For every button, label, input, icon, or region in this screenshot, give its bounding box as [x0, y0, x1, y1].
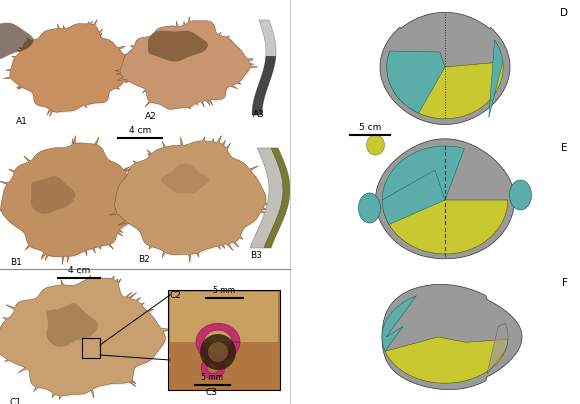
Polygon shape: [382, 284, 522, 389]
Bar: [170, 292, 278, 342]
Text: F: F: [562, 278, 568, 288]
Text: B3: B3: [250, 251, 262, 260]
Text: B1: B1: [10, 258, 22, 267]
Polygon shape: [387, 51, 503, 119]
Polygon shape: [0, 277, 172, 401]
Polygon shape: [196, 323, 240, 361]
Text: E: E: [561, 143, 568, 153]
Text: C3: C3: [205, 388, 217, 397]
Polygon shape: [0, 23, 34, 60]
Text: D: D: [560, 8, 568, 18]
Text: A1: A1: [16, 117, 28, 126]
Text: 5 mm: 5 mm: [201, 373, 223, 382]
Bar: [82, 338, 100, 358]
Ellipse shape: [367, 135, 385, 155]
Polygon shape: [109, 135, 274, 263]
Text: C1: C1: [10, 398, 22, 404]
Polygon shape: [387, 51, 445, 113]
Polygon shape: [117, 18, 260, 111]
Polygon shape: [31, 176, 75, 214]
Polygon shape: [0, 137, 144, 266]
Text: C2: C2: [170, 291, 182, 300]
Polygon shape: [252, 56, 276, 115]
Polygon shape: [375, 139, 514, 259]
Polygon shape: [115, 17, 258, 109]
Polygon shape: [5, 21, 138, 118]
Text: 4 cm: 4 cm: [129, 126, 151, 135]
Text: A3: A3: [253, 110, 265, 119]
Polygon shape: [382, 296, 416, 351]
Text: 5 mm: 5 mm: [213, 286, 235, 295]
Polygon shape: [380, 13, 510, 124]
Polygon shape: [201, 357, 225, 379]
Text: 4 cm: 4 cm: [68, 266, 90, 275]
Text: A2: A2: [145, 112, 157, 121]
Polygon shape: [3, 19, 136, 117]
Polygon shape: [250, 148, 283, 248]
Polygon shape: [46, 303, 98, 347]
Polygon shape: [264, 148, 290, 248]
Bar: [168, 290, 280, 390]
Polygon shape: [252, 20, 276, 115]
Polygon shape: [0, 135, 143, 265]
Polygon shape: [110, 137, 276, 264]
Ellipse shape: [358, 193, 380, 223]
Text: 5 cm: 5 cm: [359, 123, 381, 132]
Text: B2: B2: [138, 255, 150, 264]
Polygon shape: [208, 342, 228, 362]
Polygon shape: [148, 31, 208, 61]
Polygon shape: [385, 337, 508, 383]
Ellipse shape: [509, 180, 531, 210]
Polygon shape: [487, 323, 508, 374]
Polygon shape: [489, 40, 503, 118]
Polygon shape: [382, 170, 445, 225]
Polygon shape: [161, 164, 209, 194]
Polygon shape: [0, 275, 170, 399]
Polygon shape: [382, 146, 465, 200]
Polygon shape: [382, 200, 508, 254]
Polygon shape: [200, 334, 236, 370]
